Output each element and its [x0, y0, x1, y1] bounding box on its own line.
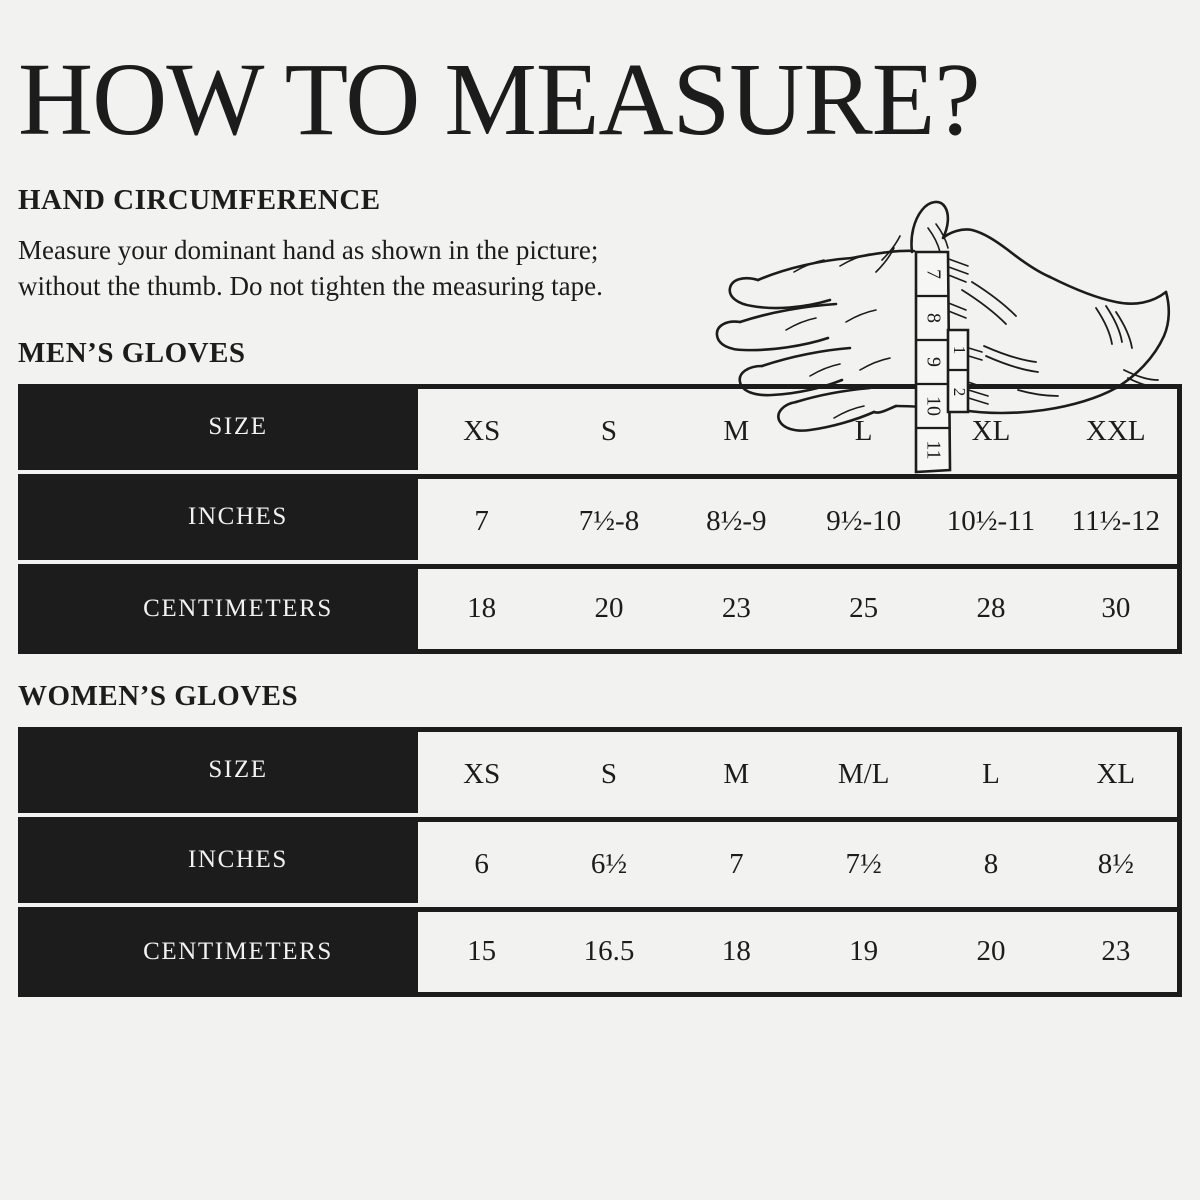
- table-cell: 15: [418, 906, 546, 997]
- row-label-inches: INCHES: [18, 816, 418, 907]
- table-cell: 8: [927, 816, 1055, 907]
- table-cell: 25: [799, 563, 928, 654]
- table-row: INCHES 6 6½ 7 7½ 8 8½: [18, 816, 1182, 907]
- table-cell: L: [799, 383, 928, 474]
- table-row: INCHES 7 7½-8 8½-9 9½-10 10½-11 11½-12: [18, 473, 1182, 564]
- womens-gloves-heading: WOMEN’S GLOVES: [18, 679, 299, 712]
- table-cell: 8½: [1054, 816, 1182, 907]
- row-label-size: SIZE: [18, 726, 418, 817]
- table-cell: 7½-8: [545, 473, 673, 564]
- table-cell: 6½: [545, 816, 673, 907]
- mens-gloves-heading: MEN’S GLOVES: [18, 336, 246, 369]
- tape-number-8: 8: [922, 313, 944, 323]
- table-cell: 10½-11: [927, 473, 1055, 564]
- table-cell: 16.5: [545, 906, 673, 997]
- hand-circumference-body: Measure your dominant hand as shown in t…: [18, 235, 603, 301]
- table-cell: XS: [418, 383, 546, 474]
- table-cell: 30: [1054, 563, 1182, 654]
- table-cell: 20: [545, 563, 673, 654]
- table-cell: 28: [927, 563, 1055, 654]
- hand-circumference-heading: HAND CIRCUMFERENCE: [18, 184, 381, 216]
- table-row: CENTIMETERS 18 20 23 25 28 30: [18, 563, 1182, 654]
- row-label-inches: INCHES: [18, 473, 418, 564]
- table-cell: 7: [672, 816, 800, 907]
- womens-gloves-table: SIZE XS S M M/L L XL INCHES 6 6½ 7 7½ 8 …: [18, 726, 1182, 997]
- table-cell: 18: [672, 906, 800, 997]
- table-cell: XL: [1054, 726, 1182, 817]
- row-label-size: SIZE: [18, 383, 418, 474]
- table-cell: S: [545, 726, 673, 817]
- table-cell: M: [672, 726, 800, 817]
- table-cell: S: [545, 383, 673, 474]
- table-row: CENTIMETERS 15 16.5 18 19 20 23: [18, 906, 1182, 997]
- table-cell: 23: [1054, 906, 1182, 997]
- row-label-centimeters: CENTIMETERS: [18, 563, 418, 654]
- tape-number-7: 7: [922, 269, 944, 279]
- table-cell: 8½-9: [672, 473, 800, 564]
- table-cell: 11½-12: [1054, 473, 1182, 564]
- table-cell: XL: [927, 383, 1055, 474]
- page-title: HOW TO MEASURE?: [18, 42, 980, 157]
- table-cell: 9½-10: [799, 473, 928, 564]
- mens-gloves-table: SIZE XS S M L XL XXL INCHES 7 7½-8 8½-9 …: [18, 383, 1182, 654]
- table-cell: L: [927, 726, 1055, 817]
- table-row: SIZE XS S M M/L L XL: [18, 726, 1182, 817]
- table-cell: 7½: [799, 816, 928, 907]
- row-label-centimeters: CENTIMETERS: [18, 906, 418, 997]
- table-cell: M/L: [799, 726, 928, 817]
- table-cell: XXL: [1054, 383, 1182, 474]
- table-cell: 7: [418, 473, 546, 564]
- table-cell: 20: [927, 906, 1055, 997]
- table-cell: M: [672, 383, 800, 474]
- table-cell: 6: [418, 816, 546, 907]
- table-row: SIZE XS S M L XL XXL: [18, 383, 1182, 474]
- table-cell: 23: [672, 563, 800, 654]
- table-cell: 18: [418, 563, 546, 654]
- table-cell: 19: [799, 906, 928, 997]
- table-cell: XS: [418, 726, 546, 817]
